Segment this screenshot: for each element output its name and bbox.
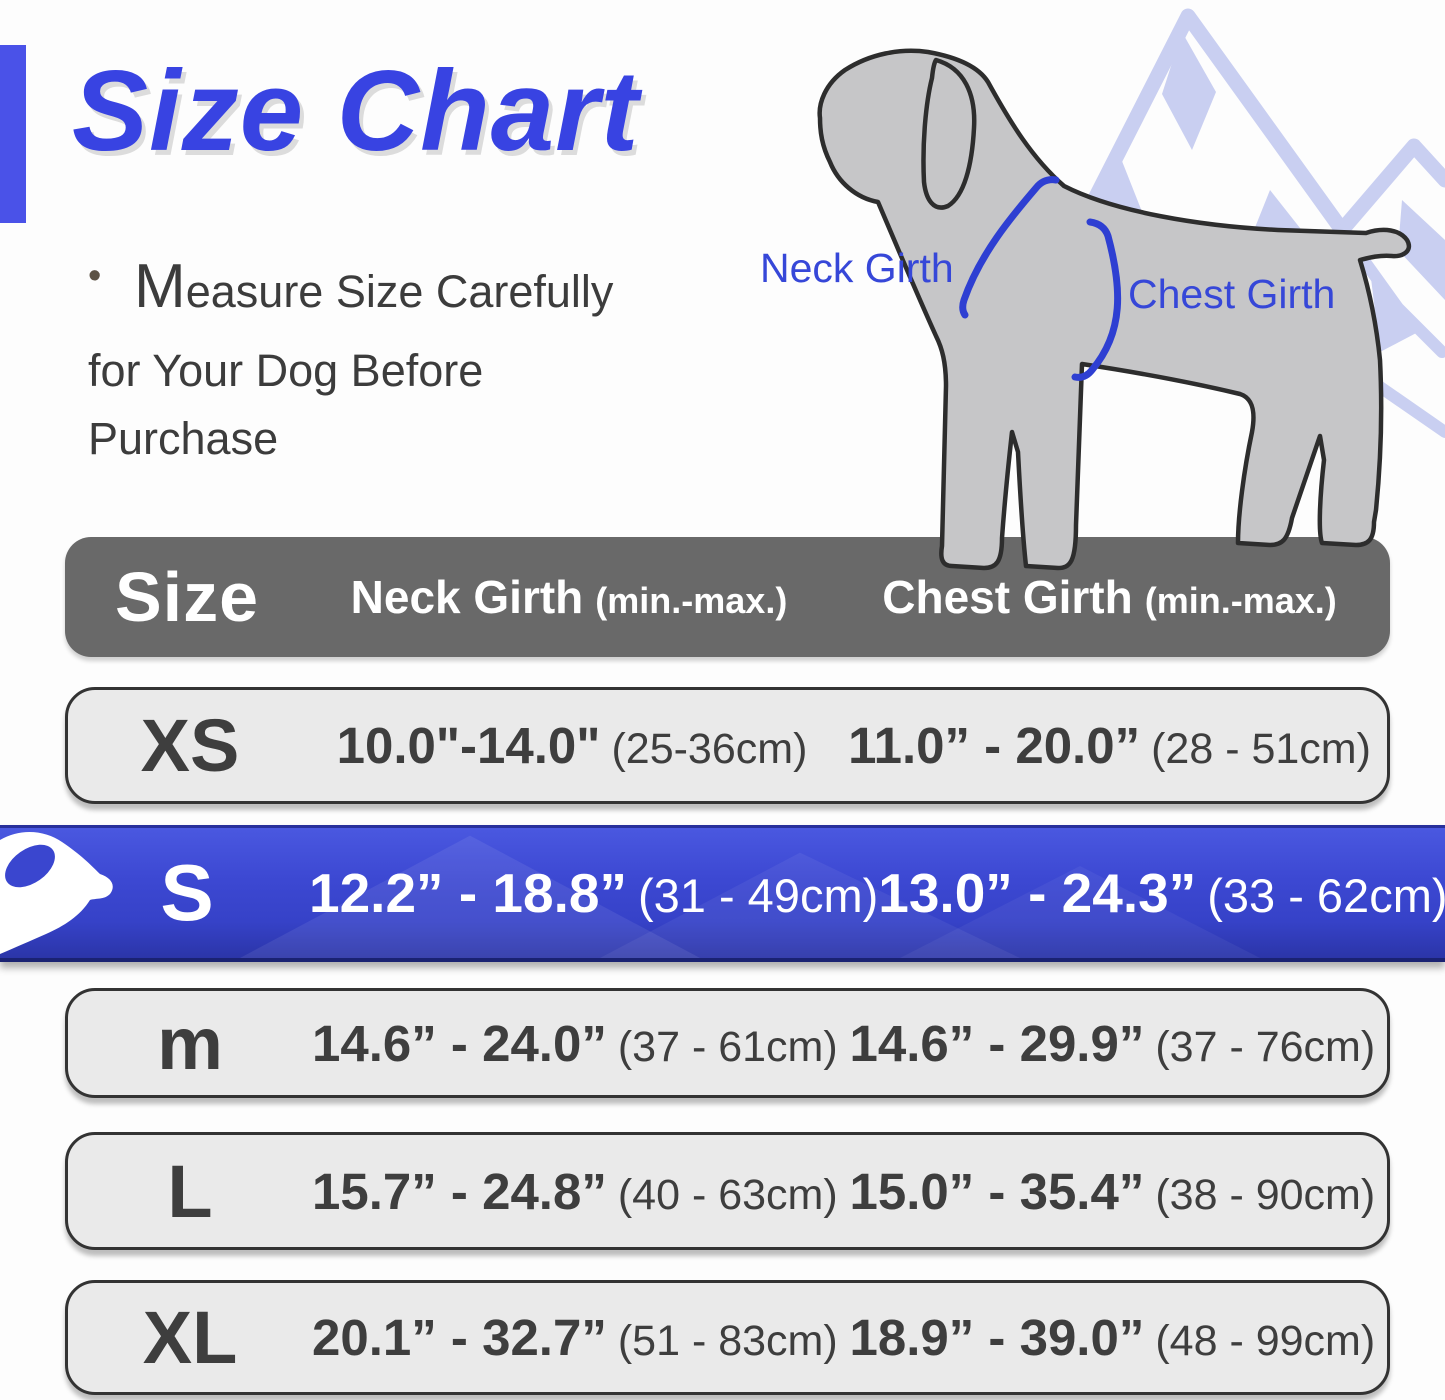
chest-girth-value: 14.6” - 29.9” (37 - 76cm) — [849, 1014, 1376, 1072]
measure-note-line2: for Your Dog Before — [88, 345, 484, 397]
size-label: m — [157, 1001, 223, 1085]
size-label: L — [167, 1149, 213, 1233]
table-row-s-highlighted: S 12.2” - 18.8” (31 - 49cm) 13.0” - 24.3… — [0, 825, 1445, 962]
neck-girth-label: Neck Girth — [760, 245, 954, 291]
neck-girth-value: 20.1” - 32.7” (51 - 83cm) — [312, 1309, 838, 1366]
chest-girth-value: 18.9” - 39.0” (48 - 99cm) — [849, 1309, 1376, 1366]
measure-note-line3: Purchase — [88, 412, 279, 464]
header-chest-girth: Chest Girth (min.-max.) — [882, 571, 1337, 623]
title-accent-bar — [0, 45, 26, 223]
chest-girth-label: Chest Girth — [1128, 271, 1335, 317]
table-row-l: L 15.7” - 24.8” (40 - 63cm) 15.0” - 35.4… — [65, 1132, 1390, 1250]
page-title: Size Chart — [72, 48, 640, 175]
measure-note: • Measure Size Carefully for Your Dog Be… — [88, 240, 748, 472]
table-row-m: m 14.6” - 24.0” (37 - 61cm) 14.6” - 29.9… — [65, 988, 1390, 1098]
neck-girth-line — [959, 176, 1060, 319]
chest-girth-value: 13.0” - 24.3” (33 - 62cm) — [878, 862, 1445, 924]
neck-girth-value: 12.2” - 18.8” (31 - 49cm) — [309, 862, 879, 924]
size-label: XS — [140, 704, 240, 787]
chest-girth-value: 15.0” - 35.4” (38 - 90cm) — [849, 1162, 1376, 1220]
header-neck-girth: Neck Girth (min.-max.) — [350, 571, 788, 623]
neck-girth-value: 14.6” - 24.0” (37 - 61cm) — [312, 1014, 838, 1072]
dog-measurement-figure: Neck Girth Chest Girth — [760, 8, 1445, 571]
neck-girth-value: 10.0"-14.0" (25-36cm) — [336, 717, 808, 774]
size-label: XL — [142, 1296, 238, 1379]
table-row-xs: XS 10.0"-14.0" (25-36cm) 11.0” - 20.0” (… — [65, 687, 1390, 804]
table-row-xl: XL 20.1” - 32.7” (51 - 83cm) 18.9” - 39.… — [65, 1280, 1390, 1395]
neck-girth-value: 15.7” - 24.8” (40 - 63cm) — [312, 1162, 838, 1220]
chest-girth-line — [1071, 218, 1122, 381]
dog-ear — [921, 57, 977, 210]
size-table-header: Size Neck Girth (min.-max.) Chest Girth … — [65, 537, 1390, 657]
chest-girth-value: 11.0” - 20.0” (28 - 51cm) — [848, 717, 1371, 774]
size-label: S — [160, 848, 214, 937]
measure-note-line1: • Measure Size Carefully — [88, 240, 748, 333]
header-size: Size — [114, 558, 260, 636]
bullet-dot: • — [88, 255, 102, 297]
